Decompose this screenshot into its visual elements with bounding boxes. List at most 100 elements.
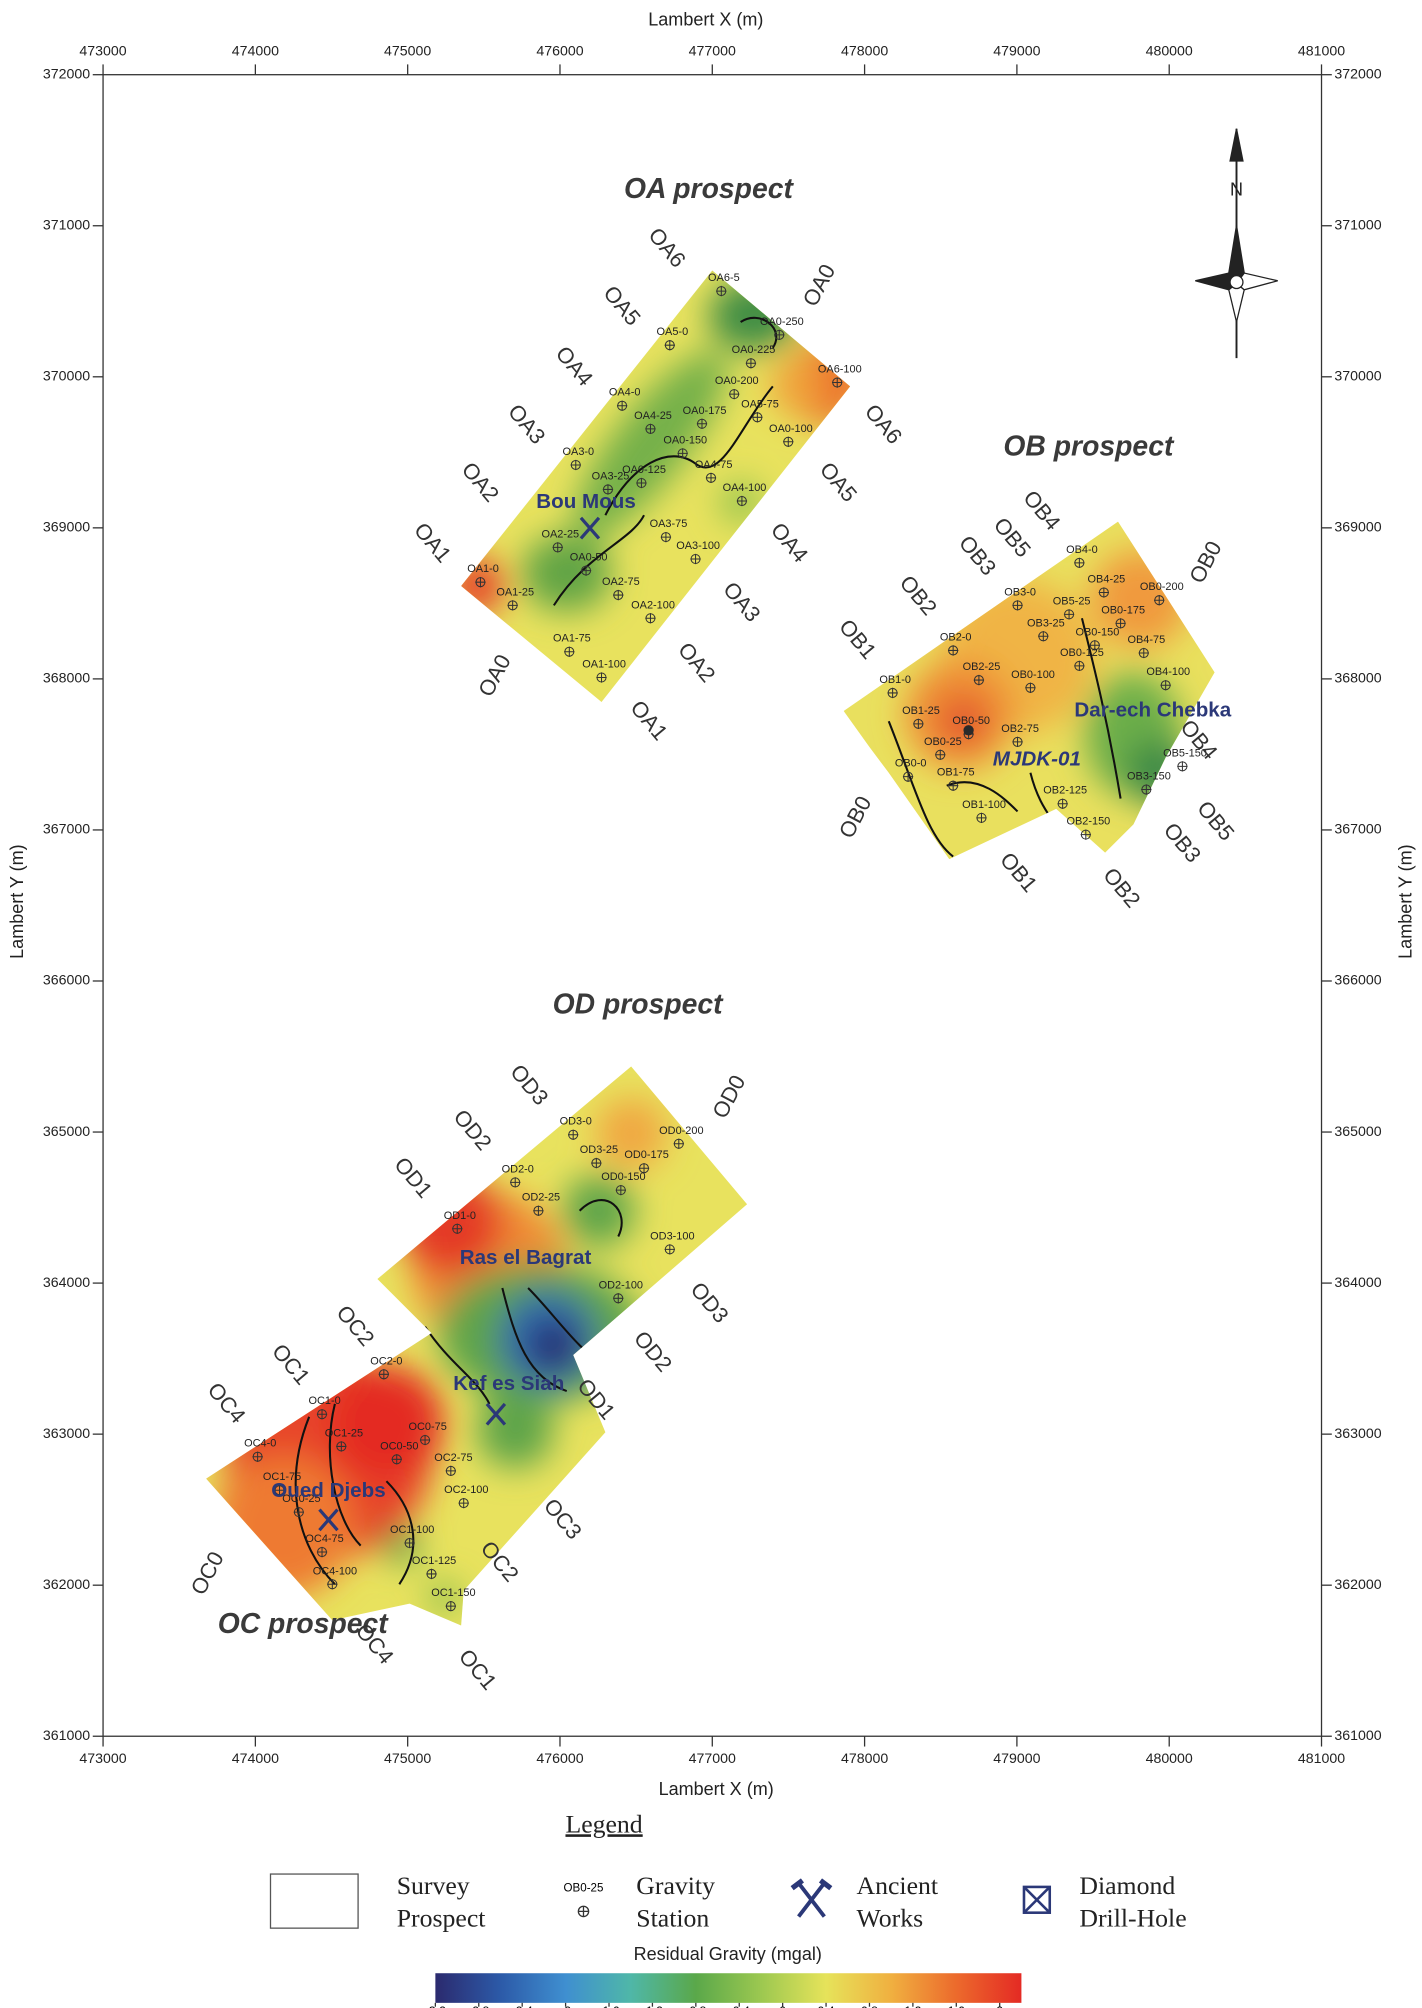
station-cross	[452, 1223, 463, 1234]
colorbar	[435, 1973, 1022, 2003]
station-cross	[378, 1369, 389, 1380]
legend-label: Station	[636, 1903, 709, 1932]
station-label: OC4-100	[313, 1565, 357, 1577]
legend-label: Diamond	[1079, 1871, 1175, 1900]
gravity-station: OD1-0	[444, 1210, 476, 1234]
station-label: OA3-100	[676, 540, 720, 552]
gravity-station: OB1-25	[902, 705, 940, 730]
station-cross	[615, 1184, 626, 1196]
line-label: OA3	[718, 577, 765, 627]
station-label: OA4-25	[634, 410, 672, 422]
station-label: OA3-25	[592, 470, 630, 482]
station-cross	[475, 577, 486, 588]
y-tick-label: 372000	[1334, 66, 1381, 82]
station-label: OA4-100	[723, 482, 767, 494]
station-cross	[1080, 829, 1091, 840]
gravity-station: OA0-150	[663, 434, 707, 459]
station-cross	[458, 1497, 469, 1509]
station-label: OB5-150	[1163, 747, 1207, 759]
station-cross	[602, 484, 614, 495]
gravity-station: OA1-25	[496, 586, 534, 611]
station-cross	[1177, 761, 1188, 772]
station-cross	[736, 495, 748, 507]
station-label: OB2-75	[1001, 723, 1039, 735]
y-tick-label: 366000	[43, 973, 90, 989]
line-label: OB5	[1192, 796, 1239, 846]
gravity-station: OA1-100	[582, 659, 626, 683]
station-cross	[638, 1163, 650, 1174]
gravity-station: OA0-250	[760, 316, 804, 341]
colorbar-tick-label: 0.4	[818, 2004, 835, 2008]
station-label: OA1-0	[467, 563, 499, 575]
station-cross	[419, 1434, 431, 1446]
station-label: OB0-0	[895, 758, 927, 770]
station-label: OB4-25	[1088, 573, 1126, 585]
station-label: OC1-125	[412, 1555, 456, 1567]
station-cross	[645, 613, 656, 624]
gravity-station: OA0-200	[715, 375, 759, 400]
station-label: OA6-5	[708, 272, 740, 284]
colorbar-tick-label: 2	[996, 2004, 1003, 2008]
stations: OA6-5 OA0-250 OA5-0 OA0-225 OA0-200 OA4-0 OA4-…	[244, 272, 1207, 1612]
line-label: OB2	[895, 570, 942, 620]
gravity-station: OB2-0	[940, 631, 972, 656]
gravity-station: OC0-25	[282, 1493, 321, 1518]
station-label: OC2-100	[444, 1484, 488, 1496]
station-cross	[445, 1600, 456, 1612]
gravity-station: OB4-75	[1127, 634, 1165, 659]
colorbar-tick-label: -1.6	[598, 2004, 619, 2008]
place-label: Ras el Bagrat	[460, 1246, 592, 1269]
x-tick-label: 474000	[232, 1751, 279, 1767]
colorbar-tick-label: 1.6	[948, 2004, 965, 2008]
drill-hole	[963, 725, 974, 736]
gravity-station: OC1-125	[412, 1555, 456, 1580]
station-label: OA1-100	[582, 659, 626, 671]
station-cross	[445, 1465, 456, 1477]
line-label: OB1	[995, 847, 1042, 897]
legend-station-symbol	[577, 1905, 590, 1918]
x-axis-title: Lambert X (m)	[648, 9, 763, 29]
x-tick-label: 479000	[993, 43, 1040, 59]
y-tick-label: 364000	[43, 1275, 90, 1291]
station-label: OC1-0	[308, 1395, 340, 1407]
line-label: OD3	[686, 1277, 734, 1328]
station-label: OB4-0	[1066, 544, 1098, 556]
gravity-station: OD3-25	[580, 1144, 618, 1169]
station-label: OB2-125	[1043, 785, 1087, 797]
x-tick-label: 474000	[232, 43, 279, 59]
station-cross	[645, 423, 656, 435]
line-label: OD0	[707, 1071, 750, 1122]
y-tick-label: 370000	[1334, 369, 1381, 385]
gravity-station: OB0-25	[924, 736, 962, 760]
ancient-works	[579, 516, 601, 540]
legend-label: Gravity	[636, 1871, 715, 1900]
station-cross	[783, 436, 794, 447]
line-label: OA1	[626, 695, 673, 745]
station-cross	[1063, 609, 1075, 620]
y-tick-label: 367000	[1334, 822, 1381, 838]
station-label: OC1-100	[390, 1524, 434, 1536]
gravity-station: OB0-150	[1076, 626, 1119, 651]
station-label: OA4-0	[609, 387, 641, 399]
station-cross	[1160, 680, 1171, 691]
station-cross	[690, 553, 701, 565]
line-label: OB1	[834, 614, 881, 664]
gravity-station: OA0-225	[732, 344, 775, 369]
gravity-station: OB0-175	[1101, 604, 1145, 629]
x-tick-label: 475000	[384, 43, 431, 59]
station-label: OC0-50	[380, 1440, 418, 1452]
station-label: OA3-0	[563, 446, 595, 458]
colorbar-tick-label: -2.8	[468, 2004, 489, 2008]
gravity-station: OB3-0	[1004, 586, 1036, 611]
legend: Legend OB0-25 Residual Gravity (mgal)	[269, 1809, 1052, 2003]
station-cross	[1025, 682, 1036, 693]
gravity-station: OA3-75	[650, 518, 687, 543]
legend-works-icon	[790, 1878, 833, 1918]
line-label: OB0	[1184, 537, 1227, 587]
gravity-station: OB1-75	[937, 767, 975, 791]
y-tick-label: 363000	[1334, 1426, 1381, 1442]
gravity-station: OC4-0	[244, 1438, 276, 1462]
gravity-station: OA3-0	[563, 446, 595, 471]
